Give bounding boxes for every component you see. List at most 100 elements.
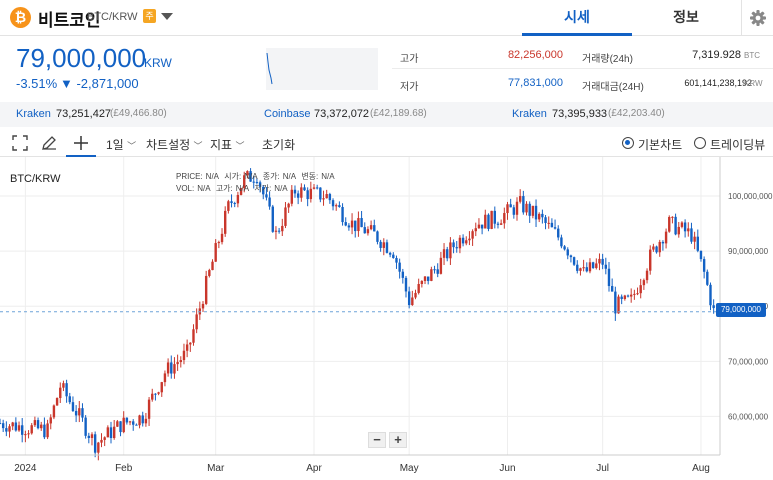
candle-body (614, 291, 617, 314)
caution-badge: 주 (143, 9, 156, 23)
candle-body (119, 421, 122, 433)
candle-body (306, 190, 309, 200)
candle-body (271, 206, 274, 232)
indicators-menu[interactable]: 지표 ﹀ (210, 136, 244, 153)
legend-high-value: N/A (235, 184, 250, 193)
candle-body (480, 224, 484, 229)
chart-canvas[interactable]: 60,000,00070,000,00080,000,00090,000,000… (0, 157, 773, 480)
candle-body (439, 257, 443, 274)
candle-body (132, 421, 135, 425)
basic-chart-label[interactable]: 기본차트 (638, 138, 683, 152)
candle-body (341, 206, 344, 223)
crosshair-icon[interactable] (72, 134, 90, 152)
zoom-in-button[interactable]: + (389, 432, 407, 448)
settings-button[interactable] (741, 0, 773, 36)
x-tick-label: 2024 (14, 463, 37, 474)
chevron-down-icon[interactable] (161, 13, 173, 20)
candle-body (360, 218, 363, 228)
y-tick-label: 70,000,000 (728, 357, 769, 366)
candle-body (173, 364, 176, 374)
candle-body (122, 417, 125, 433)
tab-info[interactable]: 정보 (673, 9, 699, 25)
candle-body (541, 213, 544, 218)
exchange-name[interactable]: Coinbase (264, 108, 311, 120)
exchange-price: 73,395,933 (552, 108, 608, 120)
candle-body (185, 344, 189, 351)
chart-toolbar (0, 129, 773, 157)
candle-body (687, 228, 690, 232)
candlestick-chart[interactable]: 60,000,00070,000,00080,000,00090,000,000… (0, 157, 773, 480)
candle-body (182, 350, 186, 361)
candle-body (534, 205, 538, 220)
candle-body (43, 424, 46, 438)
candle-body (388, 252, 392, 255)
legend-low-value: N/A (274, 184, 288, 193)
candle-body (683, 222, 687, 232)
candle-body (531, 205, 535, 216)
candle-body (144, 418, 148, 424)
candle-body (284, 207, 287, 226)
candle-body (97, 442, 100, 453)
candle-body (499, 223, 503, 225)
candle-body (201, 303, 205, 309)
candle-body (369, 225, 373, 230)
radio-tradingview[interactable] (694, 137, 706, 149)
reset-button[interactable]: 초기화 (262, 138, 296, 152)
current-price-tag: 79,000,000 (716, 303, 766, 317)
candle-body (268, 197, 271, 207)
fullscreen-icon[interactable] (11, 134, 29, 152)
legend-close-value: N/A (282, 172, 297, 181)
candle-body (65, 383, 68, 397)
candle-body (560, 237, 563, 247)
candle-body (281, 225, 284, 232)
pencil-icon[interactable] (40, 134, 58, 152)
x-tick-label: Feb (115, 463, 133, 474)
candle-body (157, 392, 160, 394)
candle-body (585, 267, 588, 272)
x-tick-label: May (400, 463, 419, 474)
candle-body (147, 399, 151, 419)
candle-body (109, 427, 113, 439)
coin-name[interactable]: 비트코인 (38, 11, 101, 30)
candle-body (649, 249, 652, 271)
amount-value: 601,141,238,192 (684, 78, 752, 88)
candle-body (262, 186, 265, 195)
tradingview-label[interactable]: 트레이딩뷰 (710, 138, 766, 152)
chart-settings-menu[interactable]: 차트설정 ﹀ (146, 136, 203, 153)
candle-body (303, 187, 306, 191)
exchange-name[interactable]: Kraken (512, 108, 547, 120)
radio-basic-chart[interactable] (622, 137, 634, 149)
candle-body (712, 305, 715, 309)
exchange-gbp: (£49,466.80) (110, 108, 167, 119)
candle-body (411, 297, 414, 306)
candle-body (401, 271, 405, 278)
tab-quote[interactable]: 시세 (522, 0, 632, 36)
candle-body (579, 268, 582, 271)
x-tick-label: Apr (306, 463, 322, 474)
candle-body (557, 228, 560, 238)
candle-body (230, 201, 233, 204)
exchange-price: 73,372,072 (314, 108, 370, 120)
candle-body (652, 246, 655, 250)
interval-select[interactable]: 1일 ﹀ (106, 136, 136, 153)
candle-body (645, 270, 649, 281)
zoom-out-button[interactable]: − (368, 432, 386, 448)
candle-body (455, 247, 458, 249)
candle-body (106, 427, 110, 438)
ohlc-legend: PRICE: N/A 시가: N/A 종가: N/A 변동: N/A VOL: N/A 고… (176, 171, 338, 195)
candle-body (214, 243, 217, 262)
y-tick-label: 60,000,000 (728, 412, 769, 421)
candle-body (258, 182, 262, 187)
exchange-gbp: (£42,189.68) (370, 108, 427, 119)
coin-pair: BTC/KRW (87, 11, 138, 23)
candle-body (446, 249, 449, 259)
legend-close-label: 종가: (262, 172, 280, 181)
candle-body (112, 426, 116, 439)
candle-body (569, 255, 573, 258)
amount-unit: KRW (744, 79, 763, 88)
bitcoin-logo-icon: ₿ (10, 7, 31, 28)
candle-body (626, 295, 630, 297)
candle-body (668, 217, 671, 232)
exchange-name[interactable]: Kraken (16, 108, 51, 120)
candle-body (14, 422, 18, 431)
